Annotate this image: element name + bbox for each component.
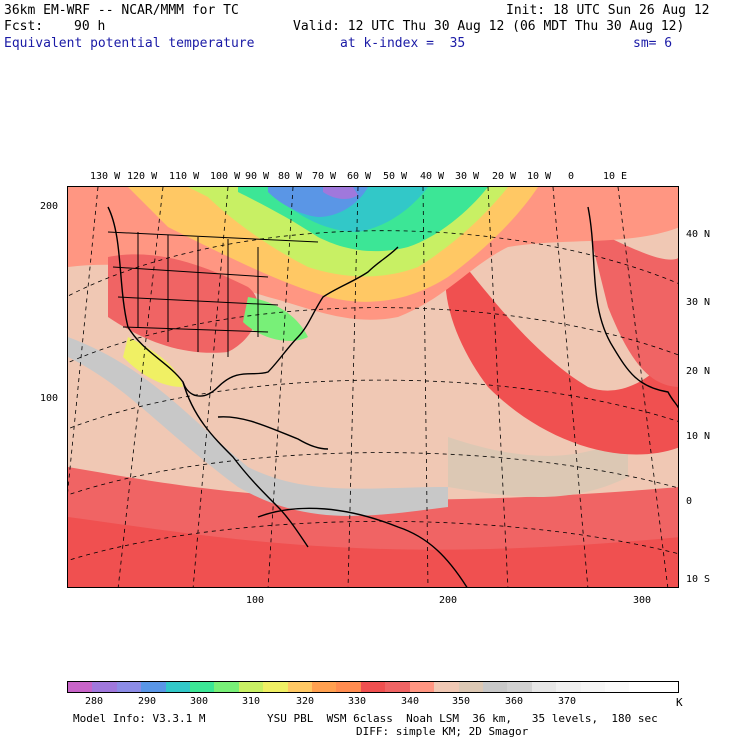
forecast-hour: 90 h xyxy=(74,19,106,34)
colorbar-swatch xyxy=(116,682,142,692)
colorbar-swatch xyxy=(190,682,215,692)
colorbar-swatch xyxy=(336,682,361,692)
field-gray-belt xyxy=(68,337,448,516)
lat-label: 40 N xyxy=(686,229,711,240)
lon-label: 60 W xyxy=(347,171,372,182)
coastline-central-america xyxy=(182,381,309,548)
level-index: at k-index = 35 xyxy=(340,36,466,51)
colorbar-swatch xyxy=(385,682,410,692)
colorbar-swatch xyxy=(482,682,508,692)
coastline-africa xyxy=(587,206,678,409)
political-borders xyxy=(107,231,319,357)
physics-info: YSU PBL WSM 6class Noah LSM 36 km, 35 le… xyxy=(267,712,658,725)
colorbar-swatch xyxy=(287,682,313,692)
lon-label: 0 xyxy=(568,171,575,182)
grid-x-label: 300 xyxy=(633,595,652,606)
lon-label: 10 E xyxy=(603,171,628,182)
colorbar-tick-label: 340 xyxy=(401,696,420,707)
lon-label: 10 W xyxy=(527,171,552,182)
field-name: Equivalent potential temperature xyxy=(4,36,255,51)
field-atlantic-red xyxy=(445,257,678,455)
colorbar-swatch xyxy=(214,682,239,692)
lon-label: 20 W xyxy=(492,171,517,182)
field-south-hot xyxy=(68,517,678,587)
model-title: 36km EM-WRF -- NCAR/MMM for TC xyxy=(4,3,239,18)
model-info: Model Info: V3.3.1 M xyxy=(73,712,206,725)
map-panel[interactable] xyxy=(67,186,679,588)
colorbar-swatch xyxy=(263,682,288,692)
lon-label: 130 W xyxy=(90,171,121,182)
lon-label: 40 W xyxy=(420,171,445,182)
colorbar-swatch xyxy=(238,682,264,692)
coastline-caribbean xyxy=(217,416,329,450)
field-north-purple xyxy=(323,187,358,199)
grid-y-label: 200 xyxy=(40,201,59,212)
colorbar-swatch xyxy=(409,682,435,692)
colorbar-unit: K xyxy=(676,696,683,709)
forecast-label: Fcst: xyxy=(4,19,44,34)
lat-label: 0 xyxy=(686,496,693,507)
colorbar-tick-label: 280 xyxy=(85,696,104,707)
field-us-northeast-green xyxy=(243,297,308,342)
colorbar-tick-label: 360 xyxy=(505,696,524,707)
colorbar-swatch xyxy=(556,682,581,692)
colorbar-swatch xyxy=(629,682,654,692)
diffusion-info: DIFF: simple KM; 2D Smagor xyxy=(356,725,529,738)
valid-time: Valid: 12 UTC Thu 30 Aug 12 (06 MDT Thu … xyxy=(293,19,685,34)
colorbar-tick-label: 310 xyxy=(242,696,261,707)
colorbar-swatch xyxy=(68,682,93,692)
field-gulf-yellow xyxy=(123,337,183,387)
colorbar-tick-label: 350 xyxy=(452,696,471,707)
grid-y-label: 100 xyxy=(40,393,59,404)
lat-label: 10 S xyxy=(686,574,711,585)
lon-label: 50 W xyxy=(383,171,408,182)
lon-label: 110 W xyxy=(169,171,200,182)
colorbar-swatch xyxy=(312,682,337,692)
field-tan-east xyxy=(448,437,628,497)
graticule xyxy=(68,187,678,587)
colorbar-swatch xyxy=(458,682,483,692)
colorbar-swatch xyxy=(653,682,679,692)
coastline-south-america xyxy=(257,507,468,587)
lon-label: 70 W xyxy=(312,171,337,182)
lon-label: 120 W xyxy=(127,171,158,182)
equivalent-potential-temperature-map xyxy=(68,187,678,587)
grid-x-label: 200 xyxy=(439,595,458,606)
colorbar-swatch xyxy=(165,682,191,692)
colorbar-swatch xyxy=(580,682,605,692)
lon-label: 80 W xyxy=(278,171,303,182)
colorbar-tick-label: 290 xyxy=(138,696,157,707)
colorbar-swatch xyxy=(92,682,117,692)
colorbar xyxy=(67,681,679,693)
colorbar-tick-label: 330 xyxy=(348,696,367,707)
colorbar-swatch xyxy=(531,682,557,692)
colorbar-swatch xyxy=(507,682,532,692)
colorbar-swatch xyxy=(141,682,166,692)
colorbar-tick-label: 320 xyxy=(296,696,315,707)
colorbar-swatch xyxy=(434,682,459,692)
colorbar-tick-label: 300 xyxy=(190,696,209,707)
lat-label: 30 N xyxy=(686,297,711,308)
smoothing-value: sm= 6 xyxy=(633,36,673,51)
lon-label: 30 W xyxy=(455,171,480,182)
grid-x-label: 100 xyxy=(246,595,265,606)
lon-label: 90 W xyxy=(245,171,270,182)
colorbar-swatch xyxy=(604,682,630,692)
lat-label: 10 N xyxy=(686,431,711,442)
lon-label: 100 W xyxy=(210,171,241,182)
lat-label: 20 N xyxy=(686,366,711,377)
init-time: Init: 18 UTC Sun 26 Aug 12 xyxy=(506,3,710,18)
colorbar-tick-label: 370 xyxy=(558,696,577,707)
colorbar-swatch xyxy=(360,682,386,692)
